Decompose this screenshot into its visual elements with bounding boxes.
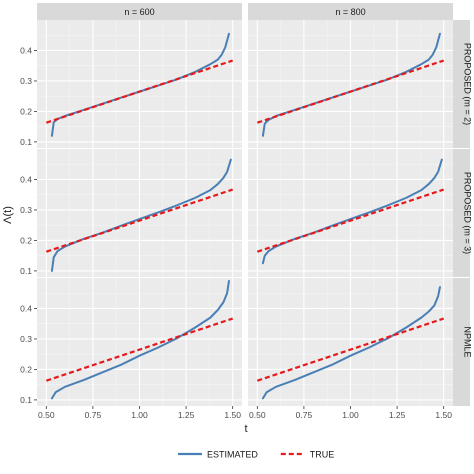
y-tick-label: 0.4 <box>20 174 32 184</box>
facet-strip-row-0 <box>453 20 470 148</box>
x-tick-label: 1.50 <box>224 410 241 420</box>
legend-item-estimated: ESTIMATED <box>178 450 258 460</box>
series-line-true <box>256 188 445 253</box>
facet-strip-col-0 <box>37 3 242 20</box>
panel-r1-c1 <box>248 149 453 277</box>
y-tick-label: 0.3 <box>20 76 32 86</box>
y-tick-label: 0.2 <box>20 364 32 374</box>
panel-r1-c0: 0.1 0.2 0.3 0.4 <box>20 149 242 277</box>
y-tick-label: 0.1 <box>20 395 32 405</box>
x-axis-title: t <box>244 423 247 435</box>
panel-r0-c0: 0.1 0.2 0.3 0.4 <box>20 20 242 148</box>
y-tick-label: 0.2 <box>20 106 32 116</box>
x-tick-label: 1.50 <box>435 410 452 420</box>
x-tick-label: 1.00 <box>342 410 359 420</box>
x-tick-label: 0.75 <box>296 410 313 420</box>
series-line-estimated <box>261 158 443 265</box>
y-tick-label: 0.3 <box>20 334 32 344</box>
facet-strip-col-1 <box>248 3 453 20</box>
legend: ESTIMATED TRUE <box>178 450 334 460</box>
facet-label-col-0: n = 600 <box>124 7 154 17</box>
series-line-true <box>256 317 445 382</box>
series-line-estimated <box>50 280 230 400</box>
facet-label-row-2: NPMLE <box>463 326 473 357</box>
x-tick-label: 0.50 <box>38 410 55 420</box>
facet-label-col-1: n = 800 <box>335 7 365 17</box>
y-axis-title: Λ(t) <box>2 206 14 224</box>
facet-strip-row-2 <box>453 278 470 406</box>
x-tick-label: 0.75 <box>85 410 102 420</box>
panel-r2-c0: 0.1 0.2 0.3 0.4 0.50 0.75 1.00 1.25 1.50 <box>20 278 242 420</box>
series-line-true <box>256 59 445 124</box>
y-tick-label: 0.4 <box>20 45 32 55</box>
series-line-estimated <box>261 286 441 400</box>
x-tick-label: 1.00 <box>131 410 148 420</box>
series-line-true <box>45 317 234 382</box>
x-tick-label: 1.25 <box>389 410 406 420</box>
facet-label-row-0: PROPOSED (m = 2) <box>463 43 473 125</box>
series-line-estimated <box>50 158 232 272</box>
legend-label-estimated: ESTIMATED <box>207 450 258 460</box>
y-tick-label: 0.2 <box>20 235 32 245</box>
y-tick-label: 0.1 <box>20 266 32 276</box>
facet-strip-row-1 <box>453 149 470 277</box>
series-line-true <box>45 188 234 253</box>
legend-item-true: TRUE <box>280 450 335 460</box>
legend-label-true: TRUE <box>310 450 335 460</box>
panels-layer: n = 600 n = 800 PROPOSED (m = 2) PROPOSED (… <box>20 3 473 420</box>
y-tick-label: 0.3 <box>20 205 32 215</box>
x-tick-label: 1.25 <box>178 410 195 420</box>
series-line-true <box>45 59 234 124</box>
facet-label-row-1: PROPOSED (m = 3) <box>463 172 473 254</box>
panel-r0-c1 <box>248 20 453 148</box>
x-tick-label: 0.50 <box>249 410 266 420</box>
y-tick-label: 0.4 <box>20 303 32 313</box>
panel-r2-c1: 0.50 0.75 1.00 1.25 1.50 <box>248 278 453 420</box>
y-tick-label: 0.1 <box>20 137 32 147</box>
